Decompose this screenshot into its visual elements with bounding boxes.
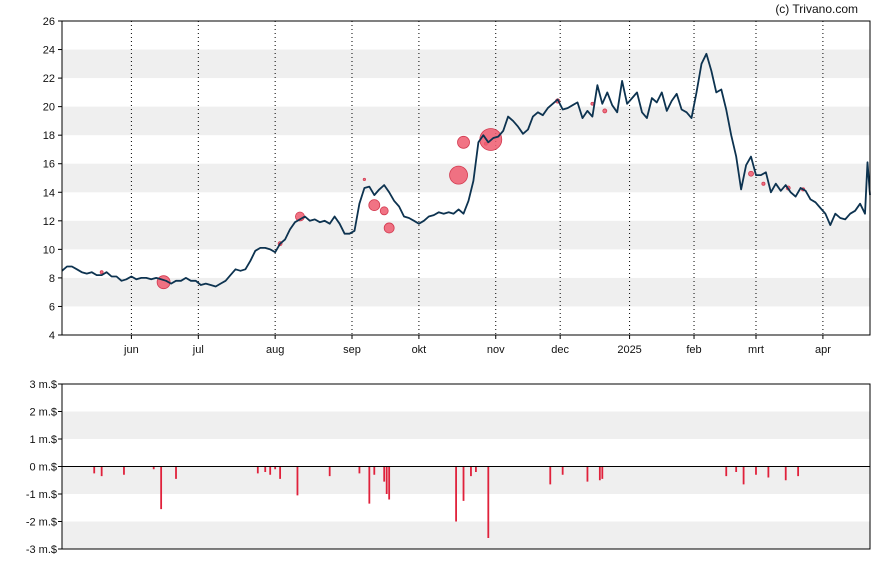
x-tick-label: mrt (748, 344, 764, 356)
volume-bar (725, 466, 728, 477)
trade-bubble (368, 199, 381, 212)
y-tick-label: 24 (43, 45, 55, 57)
y-tick-label: -1 m.$ (26, 489, 57, 501)
price-series-line (61, 52, 871, 288)
trade-bubble (457, 135, 470, 149)
y-tick-label: 10 (43, 244, 55, 256)
x-tick-label: sep (343, 344, 361, 356)
volume-bar (358, 466, 361, 474)
volume-bar (797, 466, 800, 477)
volume-bar (256, 466, 259, 474)
y-tick-label: -2 m.$ (26, 517, 57, 529)
volume-bar (388, 466, 391, 500)
y-tick-label: 26 (43, 16, 55, 28)
y-tick-label: 12 (43, 216, 55, 228)
trade-bubble (602, 108, 608, 114)
y-tick-label: 14 (43, 187, 55, 199)
volume-chart-panel: -3 m.$ -2 m.$ -1 m.$ 0 m.$ 1 m.$ 2 m.$ 3 m.$ (26, 379, 871, 556)
x-tick-label: jun (123, 344, 139, 356)
y-tick-label: 18 (43, 130, 55, 142)
volume-y-tick-labels: -3 m.$ -2 m.$ -1 m.$ 0 m.$ 1 m.$ 2 m.$ 3 m.$ (26, 379, 57, 556)
price-axes (58, 20, 871, 339)
y-tick-label: 6 (49, 301, 55, 313)
volume-grid-bands (62, 411, 870, 549)
trade-bubble (362, 177, 366, 182)
grid-band (62, 277, 870, 307)
trade-bubble (449, 165, 468, 185)
volume-bar (152, 466, 155, 470)
trade-bubble (99, 270, 104, 275)
y-tick-label: 22 (43, 73, 55, 85)
x-tick-label: feb (686, 344, 701, 356)
y-tick-label: 4 (49, 330, 55, 342)
grid-band (62, 49, 870, 79)
credit-text: (c) Trivano.com (775, 2, 858, 16)
volume-bar (373, 466, 376, 475)
grid-band (62, 220, 870, 250)
y-tick-label: 8 (49, 273, 55, 285)
volume-bar (368, 466, 371, 504)
volume-bars (93, 466, 800, 538)
volume-bar (767, 466, 770, 478)
x-tick-label: jul (192, 344, 204, 356)
volume-bar (175, 466, 177, 479)
grid-band (62, 411, 870, 439)
volume-axes (58, 383, 871, 550)
y-tick-label: 16 (43, 159, 55, 171)
grid-band (62, 521, 870, 549)
volume-bar (279, 466, 282, 479)
x-tick-label: aug (266, 344, 284, 356)
volume-bar (269, 466, 272, 475)
volume-bar (328, 466, 331, 477)
volume-bar (598, 466, 601, 481)
trade-bubble (761, 181, 766, 186)
volume-bar (549, 466, 552, 485)
volume-bar (385, 466, 388, 494)
x-tick-label: dec (551, 344, 569, 356)
volume-bar (742, 466, 745, 485)
y-tick-label: 1 m.$ (29, 434, 57, 446)
volume-bar (487, 466, 490, 538)
grid-band (62, 106, 870, 136)
volume-bar (123, 466, 125, 475)
volume-bar (100, 466, 103, 477)
x-tick-label: 2025 (617, 344, 641, 356)
grid-band (62, 466, 870, 494)
y-tick-label: 3 m.$ (29, 379, 57, 391)
y-tick-label: -3 m.$ (26, 544, 57, 556)
trade-bubble (383, 222, 395, 234)
price-x-tick-labels: jun jul aug sep okt nov dec 2025 feb mrt apr (123, 344, 831, 356)
volume-bar (264, 466, 267, 472)
trade-bubble (379, 206, 389, 216)
price-month-gridlines (130, 21, 824, 335)
price-chart-panel: 4 6 8 10 12 14 16 18 20 22 24 26 jun jul aug sep okt nov… (43, 16, 871, 356)
volume-bar (383, 466, 386, 482)
volume-bar (755, 466, 757, 475)
y-tick-label: 0 m.$ (29, 462, 57, 474)
price-plot-frame (61, 20, 871, 336)
volume-bar (296, 466, 299, 496)
y-tick-label: 2 m.$ (29, 407, 57, 419)
x-tick-label: nov (487, 344, 505, 356)
volume-bar (455, 466, 457, 522)
volume-bar (274, 466, 277, 470)
x-tick-label: okt (412, 344, 427, 356)
volume-bar (160, 466, 163, 510)
volume-bar (462, 466, 465, 501)
volume-bar (561, 466, 564, 475)
x-tick-label: apr (815, 344, 831, 356)
volume-bar (586, 466, 589, 482)
trade-bubble (748, 170, 754, 177)
y-tick-label: 20 (43, 102, 55, 114)
volume-bar (735, 466, 738, 472)
volume-bar (784, 466, 787, 481)
price-grid-bands (62, 49, 870, 307)
volume-bar (601, 466, 604, 479)
volume-bar (93, 466, 96, 474)
volume-bar (470, 466, 472, 477)
price-y-tick-labels: 4 6 8 10 12 14 16 18 20 22 24 26 (43, 16, 55, 342)
insider-trade-bubbles (99, 98, 806, 290)
volume-bar (475, 466, 477, 472)
